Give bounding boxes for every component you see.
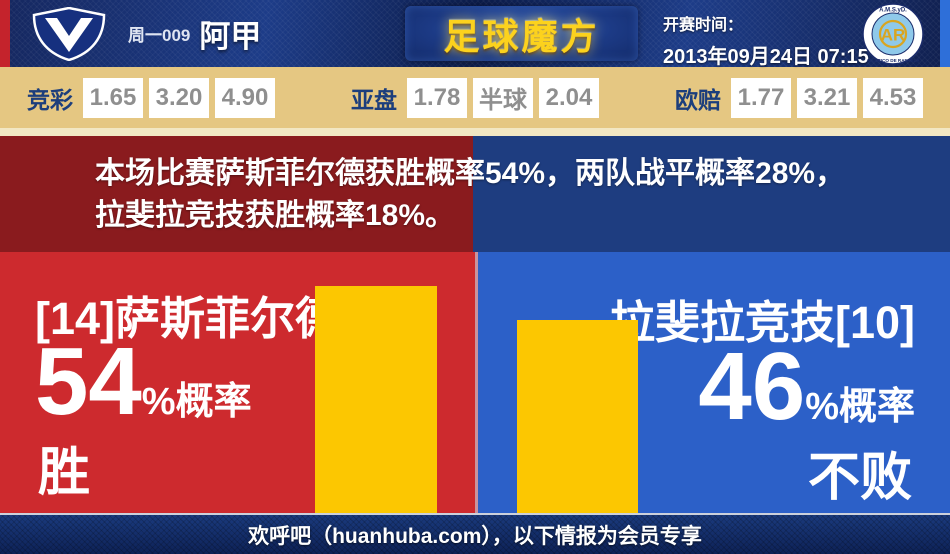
footer-text: 欢呼吧（huanhuba.com），以下情报为会员专享 xyxy=(248,524,702,548)
odds-value-box: 1.78 xyxy=(407,77,467,118)
odds-handicap-box: 半球 xyxy=(473,77,533,118)
odds-value-box: 2.04 xyxy=(539,77,599,118)
away-outcome-label: 不败 xyxy=(807,449,912,507)
divider-strip xyxy=(0,128,950,136)
svg-text:ATLETICO DE RAFAELA: ATLETICO DE RAFAELA xyxy=(866,58,920,63)
odds-value-box: 3.21 xyxy=(797,77,857,118)
away-team-badge-icon: A.M.S.yD. ATLETICO DE RAFAELA AR xyxy=(862,3,924,65)
odds-group-label: 竞彩 xyxy=(27,86,73,113)
home-team-badge-icon xyxy=(32,7,106,61)
brand-logo-text: 足球魔方 xyxy=(443,15,600,57)
kickoff-label: 开赛时间： xyxy=(663,17,744,34)
svg-text:A.M.S.yD.: A.M.S.yD. xyxy=(879,8,907,14)
odds-value-box: 1.65 xyxy=(83,77,143,118)
right-blue-edge-stripe xyxy=(940,0,950,67)
kickoff-info: 开赛时间： 2013年09月24日 07:15 xyxy=(663,11,869,69)
odds-group-label: 亚盘 xyxy=(351,86,397,113)
odds-bar: 竞彩 1.65 3.20 4.90 亚盘 1.78 半球 2.04 欧赔 1.7… xyxy=(0,67,950,128)
odds-group-jingcai: 竞彩 1.65 3.20 4.90 xyxy=(27,77,275,118)
odds-group-yapan: 亚盘 1.78 半球 2.04 xyxy=(351,77,599,118)
home-probability-value: 54 xyxy=(35,328,142,435)
away-probability-suffix: %概率 xyxy=(805,386,915,428)
prediction-banner: 本场比赛萨斯菲尔德获胜概率54%，两队战平概率28%， 拉斐拉竞技获胜概率18%… xyxy=(0,136,950,252)
left-red-edge-stripe xyxy=(0,0,10,67)
odds-value-box: 1.77 xyxy=(731,77,791,118)
away-team-name: 拉斐拉竞技[10] xyxy=(609,297,915,348)
away-probability-value: 46 xyxy=(698,333,806,440)
home-probability-bar xyxy=(315,286,437,513)
odds-value-box: 3.20 xyxy=(149,77,209,118)
home-probability-suffix: %概率 xyxy=(141,381,252,423)
league-name: 阿甲 xyxy=(199,19,262,54)
away-probability: 46 %概率 xyxy=(698,334,915,440)
prediction-line-2: 拉斐拉竞技获胜概率18%。 xyxy=(95,199,456,232)
prediction-line-1: 本场比赛萨斯菲尔德获胜概率54%，两队战平概率28%， xyxy=(95,157,846,190)
header: 周一009 阿甲 足球魔方 开赛时间： 2013年09月24日 07:15 A.… xyxy=(0,0,950,69)
match-code: 周一009 xyxy=(128,26,191,45)
odds-value-box: 4.90 xyxy=(215,77,275,118)
away-probability-bar xyxy=(517,320,638,513)
footer: 欢呼吧（huanhuba.com），以下情报为会员专享 xyxy=(0,513,950,554)
brand-logo: 足球魔方 xyxy=(405,6,638,61)
match-id: 周一009 阿甲 xyxy=(128,0,261,67)
probability-panel: [14]萨斯菲尔德 54 %概率 胜 拉斐拉竞技[10] 46 %概率 不败 xyxy=(0,252,950,513)
home-outcome-label: 胜 xyxy=(38,444,91,502)
home-team-name: [14]萨斯菲尔德 xyxy=(35,293,341,344)
kickoff-time: 2013年09月24日 07:15 xyxy=(663,46,869,68)
odds-value-box: 4.53 xyxy=(863,77,923,118)
odds-group-label: 欧赔 xyxy=(675,86,721,113)
home-probability: 54 %概率 xyxy=(35,329,252,435)
svg-text:AR: AR xyxy=(881,26,906,45)
odds-group-oupei: 欧赔 1.77 3.21 4.53 xyxy=(675,77,923,118)
